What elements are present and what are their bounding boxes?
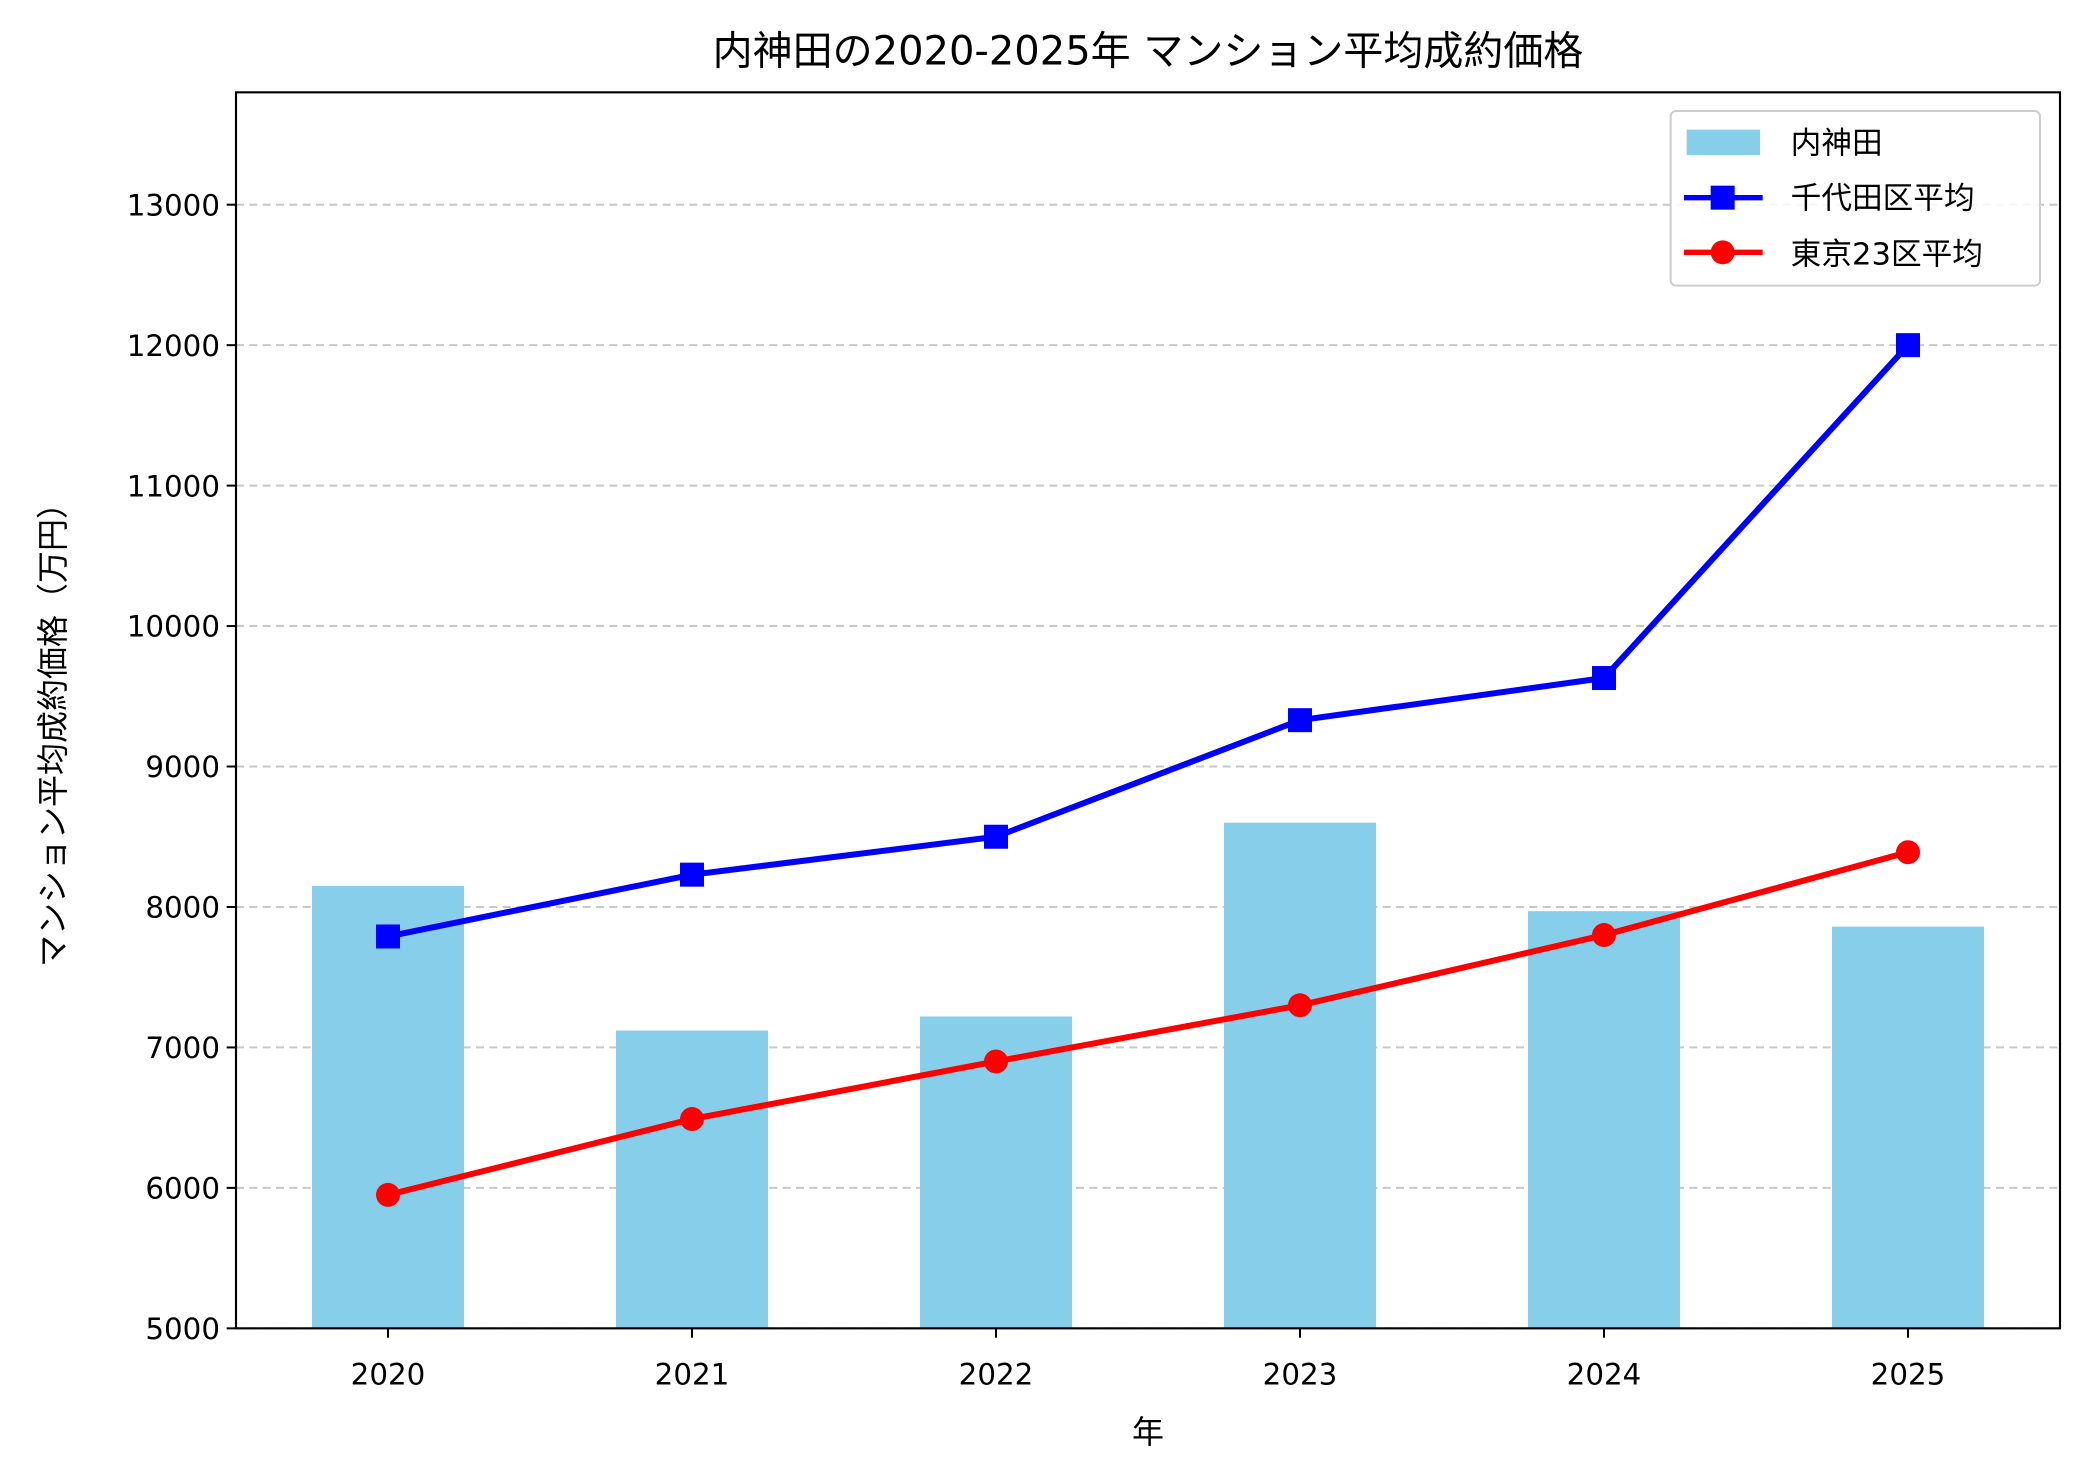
- y-tick-label: 10000: [127, 610, 220, 644]
- x-tick-label: 2022: [959, 1357, 1034, 1391]
- legend-label: 千代田区平均: [1791, 181, 1975, 216]
- legend: 内神田 千代田区平均 東京23区平均: [1669, 110, 2041, 287]
- legend-marker-circle: [1710, 240, 1735, 265]
- data-point-circle: [1592, 923, 1616, 948]
- bar: [1832, 926, 1984, 1329]
- data-point-square: [1896, 333, 1920, 358]
- y-tick-label: 13000: [127, 188, 220, 222]
- grid: [236, 203, 2060, 1330]
- data-point-square: [1288, 708, 1312, 733]
- data-point-square: [376, 924, 400, 949]
- lines: [376, 333, 1920, 1207]
- y-tick-label: 6000: [145, 1172, 220, 1206]
- bar: [312, 885, 464, 1329]
- legend-swatch-bar: [1686, 129, 1760, 155]
- bars: [312, 822, 1984, 1329]
- y-tick-label: 5000: [145, 1312, 220, 1346]
- legend-marker-square: [1710, 185, 1735, 210]
- x-tick-label: 2023: [1263, 1357, 1338, 1391]
- legend-label: 東京23区平均: [1791, 237, 1983, 272]
- y-tick-label: 12000: [127, 329, 220, 363]
- series-line: [387, 849, 1909, 1198]
- data-point-circle: [1288, 993, 1312, 1018]
- bar: [1224, 822, 1376, 1329]
- y-tick-label: 9000: [145, 750, 220, 784]
- data-point-circle: [680, 1107, 704, 1132]
- x-axis-label: 年: [1132, 1413, 1164, 1451]
- data-point-square: [984, 824, 1008, 849]
- bar: [616, 1030, 768, 1329]
- y-axis-label: マンション平均成約価格（万円）: [34, 487, 72, 967]
- data-point-circle: [1896, 840, 1920, 865]
- legend-label: 内神田: [1791, 127, 1883, 162]
- data-point-circle: [984, 1049, 1008, 1074]
- y-tick-label: 7000: [145, 1031, 220, 1065]
- bar: [1528, 911, 1680, 1329]
- x-tick-label: 2021: [655, 1357, 730, 1391]
- plot-frame: [234, 91, 2062, 1330]
- series-line: [387, 343, 1911, 940]
- x-tick-label: 2020: [351, 1357, 426, 1391]
- y-tick-label: 11000: [127, 469, 220, 503]
- x-tick-label: 2025: [1871, 1357, 1946, 1391]
- data-point-square: [680, 862, 704, 887]
- x-tick-label: 2024: [1567, 1357, 1642, 1391]
- y-tick-label: 8000: [145, 891, 220, 925]
- chart-title: 内神田の2020-2025年 マンション平均成約価格: [713, 28, 1584, 74]
- y-axis: 5000 6000 7000 8000 9000 10000 11000 12000 13000: [127, 188, 236, 1346]
- x-axis: 2020 2021 2022 2023 2024 2025: [351, 1328, 1946, 1391]
- data-point-square: [1592, 666, 1616, 691]
- data-point-circle: [376, 1182, 400, 1207]
